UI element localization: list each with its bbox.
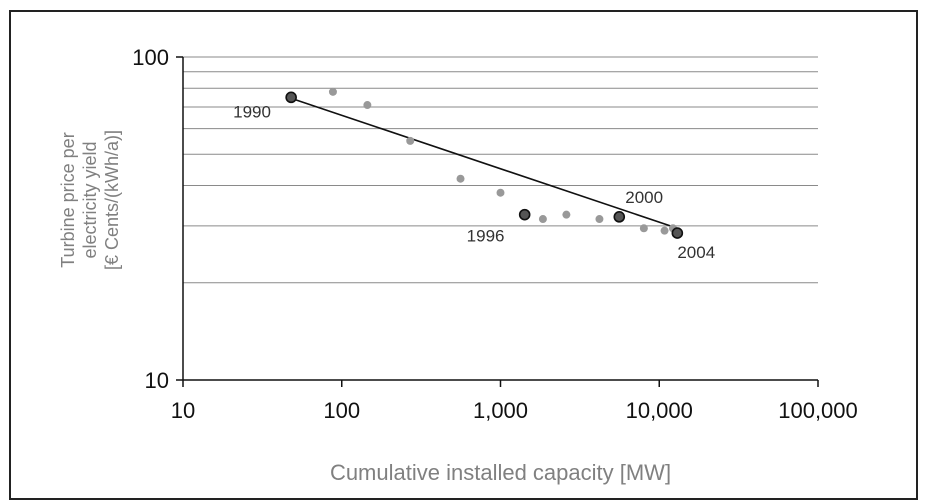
x-axis-title: Cumulative installed capacity [MW]	[330, 460, 671, 485]
annotation-layer: 1990 1996 2000 2004	[233, 102, 715, 262]
x-tick-label: 10	[171, 398, 195, 423]
data-point	[363, 101, 372, 110]
grid-layer	[183, 56, 818, 284]
highlighted-point	[518, 208, 531, 221]
data-point	[456, 174, 465, 183]
y-axis-title-line-1: Turbine price per	[58, 132, 78, 267]
highlighted-point	[671, 227, 684, 239]
data-point	[595, 215, 604, 224]
y-axis-title-line-3: [€ Cents/(kWh/a)]	[102, 130, 122, 270]
axes-layer	[182, 57, 818, 381]
data-point	[328, 87, 337, 96]
y-tick-label: 100	[132, 45, 169, 70]
year-annotation: 2000	[625, 188, 663, 207]
data-point	[639, 224, 648, 233]
data-point	[496, 188, 505, 197]
trend-layer	[293, 98, 678, 230]
year-annotation: 1996	[467, 227, 505, 246]
x-tick-label: 100,000	[778, 398, 858, 423]
y-axis-title: Turbine price per electricity yield [€ C…	[58, 130, 122, 270]
year-annotation: 2004	[677, 243, 715, 262]
year-annotation: 1990	[233, 102, 271, 121]
trend-line	[293, 98, 678, 230]
points-layer	[285, 87, 684, 239]
y-tick-label: 10	[145, 368, 169, 393]
y-axis-title-line-2: electricity yield	[80, 141, 100, 258]
data-point	[660, 226, 669, 235]
ticks-layer: 10 100 1,000 10,000 100,000 10 100	[132, 45, 857, 423]
data-point	[562, 210, 571, 219]
x-tick-label: 10,000	[626, 398, 693, 423]
x-tick-label: 100	[323, 398, 360, 423]
data-point	[406, 136, 415, 145]
highlighted-point	[285, 91, 297, 104]
chart-frame	[9, 10, 918, 500]
data-point	[538, 215, 547, 224]
highlighted-point	[613, 211, 626, 223]
x-tick-label: 1,000	[473, 398, 528, 423]
